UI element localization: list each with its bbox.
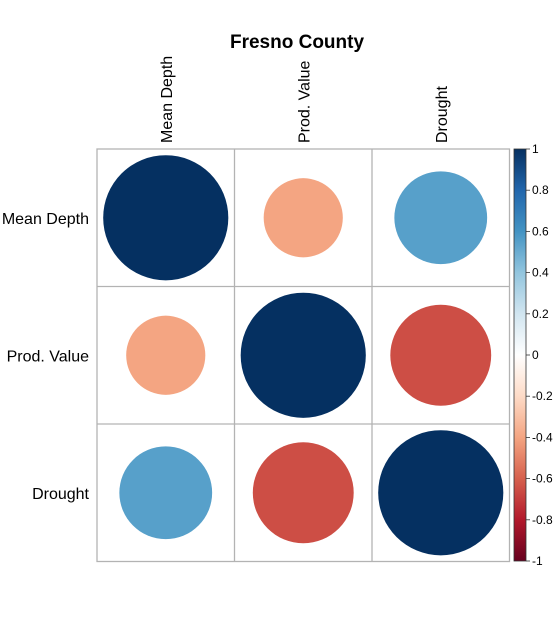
correlation-circle — [263, 178, 343, 258]
correlation-circle — [240, 292, 366, 418]
correlation-circle — [378, 430, 504, 556]
correlation-circle — [119, 446, 213, 540]
row-label: Drought — [32, 486, 89, 503]
plot-grid — [96, 148, 511, 563]
colorbar-tick-label: -0.4 — [532, 430, 553, 444]
chart-title: Fresno County — [230, 32, 364, 53]
correlation-circle — [252, 442, 354, 544]
colorbar-legend: 1 0.8 0.6 0.4 0.2 0 -0.2 -0.4 -0.6 -0.8 -1 — [513, 142, 553, 568]
column-label: Mean Depth — [159, 56, 176, 143]
column-labels: Mean Depth Prod. Value Drought — [159, 56, 451, 143]
colorbar-tick-label: -0.6 — [532, 472, 553, 486]
correlation-circle — [390, 304, 492, 406]
colorbar-tick-label: 0.6 — [532, 224, 549, 238]
colorbar-tick-label: 0.2 — [532, 307, 549, 321]
correlation-circles — [103, 155, 504, 556]
colorbar-tick-label: -1 — [532, 554, 543, 568]
colorbar-tick-label: 0 — [532, 348, 539, 362]
column-label: Prod. Value — [296, 60, 313, 143]
colorbar-tick-label: 0.8 — [532, 183, 549, 197]
row-label: Prod. Value — [7, 348, 90, 365]
correlation-circle — [394, 171, 488, 265]
colorbar-gradient — [513, 148, 527, 562]
colorbar-tick-label: 0.4 — [532, 266, 549, 280]
colorbar-tick-label: -0.8 — [532, 513, 553, 527]
column-label: Drought — [434, 86, 451, 143]
colorbar-tick-label: 1 — [532, 142, 539, 156]
row-label: Mean Depth — [2, 211, 89, 228]
correlation-circle — [126, 315, 206, 395]
colorbar-tick-label: -0.2 — [532, 389, 553, 403]
row-labels: Mean Depth Prod. Value Drought — [2, 211, 90, 503]
grid-border — [96, 148, 511, 563]
correlation-circle — [103, 155, 229, 281]
